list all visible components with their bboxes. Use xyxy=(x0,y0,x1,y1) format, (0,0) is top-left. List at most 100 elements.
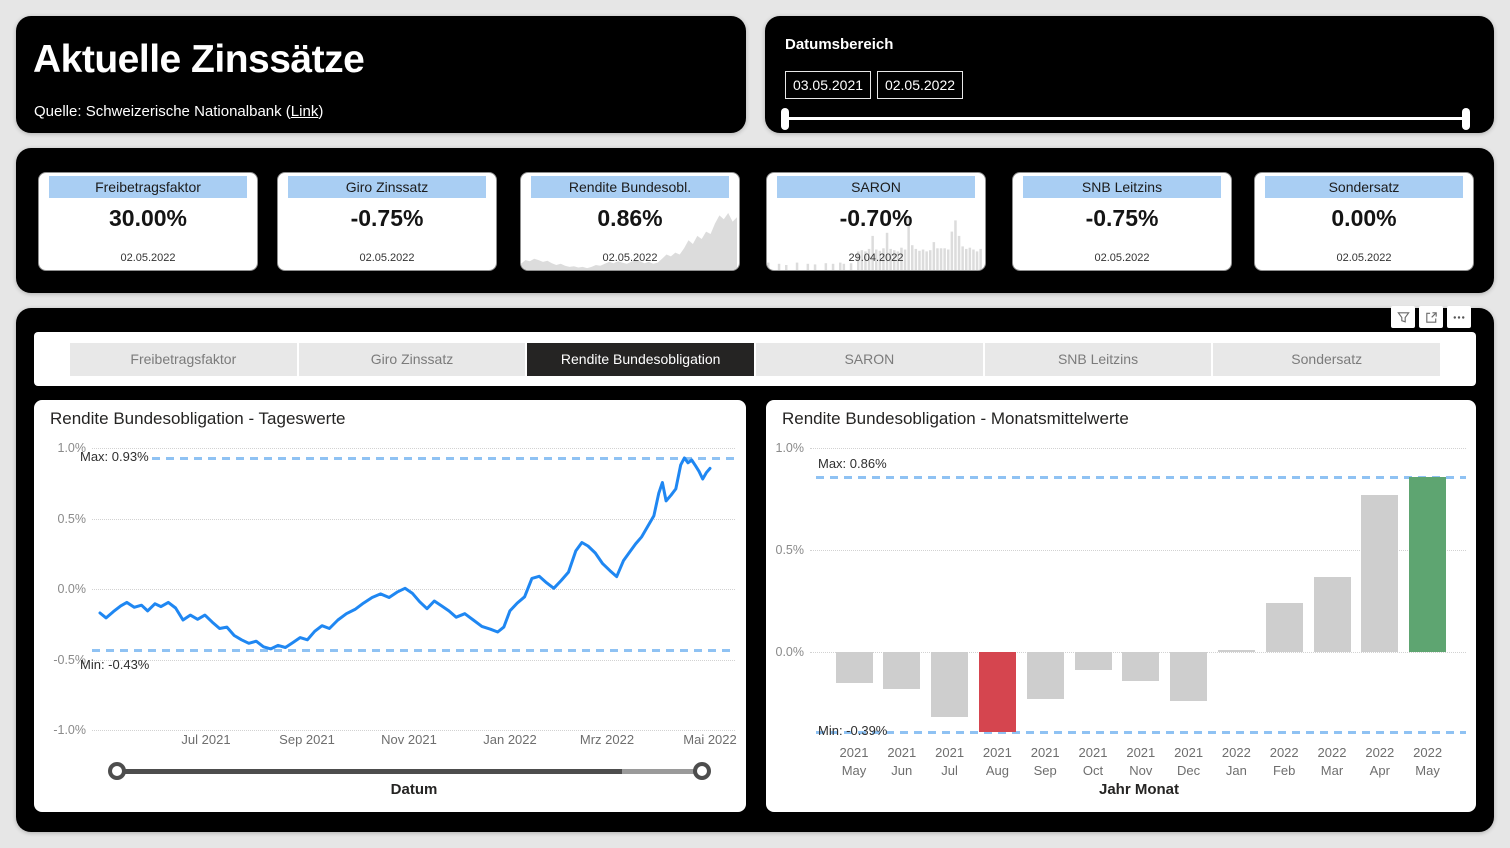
date-slider-right-handle[interactable] xyxy=(1462,108,1470,130)
kpi-title: SARON xyxy=(777,176,975,198)
end-date-input[interactable]: 02.05.2022 xyxy=(877,71,963,99)
kpi-panel: Freibetragsfaktor 30.00% 02.05.2022 Giro… xyxy=(16,148,1494,293)
y-tick-label: 0.0% xyxy=(57,582,87,596)
tab-saron[interactable]: SARON xyxy=(756,342,983,376)
min-label: Min: -0.43% xyxy=(80,656,150,672)
tab-rendite-bundesobligation[interactable]: Rendite Bundesobligation xyxy=(527,342,755,376)
date-slider-left-handle[interactable] xyxy=(781,108,789,130)
slider-track-light[interactable] xyxy=(622,769,702,774)
source-prefix: Quelle: Schweizerische Nationalbank ( xyxy=(34,103,291,120)
title-panel: Aktuelle Zinssätze Quelle: Schweizerisch… xyxy=(16,16,746,133)
x-category-label: 2021 Nov xyxy=(1126,745,1156,778)
bar[interactable] xyxy=(1074,652,1112,671)
slider-track[interactable] xyxy=(116,769,703,774)
kpi-card-sondersatz[interactable]: Sondersatz 0.00% 02.05.2022 xyxy=(1254,172,1474,271)
start-date-input[interactable]: 03.05.2021 xyxy=(785,71,871,99)
bar[interactable] xyxy=(1265,603,1303,652)
gridline xyxy=(810,448,1466,449)
gridline xyxy=(810,550,1466,551)
kpi-value: 0.86% xyxy=(597,205,663,231)
daily-x-axis-title: Datum xyxy=(390,781,438,798)
bar[interactable] xyxy=(1313,576,1351,652)
monthly-plot: 1.0% 0.5% 0.0% Max: 0.86% Min: -0.39% 2021 May… xyxy=(766,400,1476,812)
visual-header xyxy=(1391,306,1471,328)
kpi-date: 29.04.2022 xyxy=(848,252,904,264)
x-category-label: 2022 May xyxy=(1413,745,1443,778)
y-tick-label: 1.0% xyxy=(775,441,805,455)
monthly-x-axis-title: Jahr Monat xyxy=(1098,781,1180,798)
bar[interactable] xyxy=(1170,652,1208,701)
kpi-sparkline-area xyxy=(521,213,737,270)
line-series[interactable] xyxy=(98,456,712,651)
kpi-card-rendite-bundesobl[interactable]: Rendite Bundesobl. 0.86% 02.05.2022 xyxy=(520,172,740,271)
x-category-label: 2022 Jan xyxy=(1221,745,1251,778)
kpi-card-snb-leitzins[interactable]: SNB Leitzins -0.75% 02.05.2022 xyxy=(1012,172,1232,271)
monthly-chart-card: Rendite Bundesobligation - Monatsmittelw… xyxy=(766,400,1476,812)
bar[interactable] xyxy=(1026,652,1064,699)
min-label: Min: -0.39% xyxy=(818,722,888,738)
max-label: Max: 0.93% xyxy=(80,448,149,464)
kpi-date: 02.05.2022 xyxy=(359,252,415,264)
tab-giro-zinssatz[interactable]: Giro Zinssatz xyxy=(298,342,526,376)
tab-freibetragsfaktor[interactable]: Freibetragsfaktor xyxy=(70,342,297,376)
bar[interactable] xyxy=(1122,652,1160,681)
bar[interactable] xyxy=(1361,494,1399,652)
more-options-icon[interactable] xyxy=(1447,306,1471,328)
daily-chart-card: Rendite Bundesobligation - Tageswerte 1.… xyxy=(34,400,746,812)
gridline xyxy=(92,589,735,590)
min-reference-line xyxy=(816,730,1466,734)
slider-right-knob[interactable] xyxy=(693,762,711,780)
kpi-title: Giro Zinssatz xyxy=(288,176,486,198)
max-reference-line xyxy=(816,475,1466,479)
slider-left-knob[interactable] xyxy=(108,762,126,780)
kpi-title: Sondersatz xyxy=(1265,176,1463,198)
bar[interactable] xyxy=(1217,649,1255,652)
kpi-date: 02.05.2022 xyxy=(602,252,658,264)
x-tick-label: Jul 2021 xyxy=(181,732,231,747)
x-category-label: 2022 Mar xyxy=(1317,745,1347,778)
x-category-label: 2022 Feb xyxy=(1269,745,1299,778)
source-link[interactable]: Link xyxy=(290,103,319,120)
date-range-panel: Datumsbereich 03.05.2021 02.05.2022 xyxy=(765,16,1494,133)
daily-x-range-slider[interactable] xyxy=(108,762,711,780)
x-tick-label: Mai 2022 xyxy=(683,732,737,747)
kpi-date: 02.05.2022 xyxy=(120,252,176,264)
daily-plot: 1.0% 0.5% 0.0% -0.5% -1.0% Max: 0.93% Min: -0.… xyxy=(34,400,746,812)
x-category-label: 2021 Aug xyxy=(982,745,1012,778)
filter-icon[interactable] xyxy=(1391,306,1415,328)
min-reference-line xyxy=(92,648,735,652)
tab-snb-leitzins[interactable]: SNB Leitzins xyxy=(984,342,1212,376)
x-tick-label: Sep 2021 xyxy=(279,732,335,747)
x-category-label: 2021 May xyxy=(839,745,869,778)
max-reference-line xyxy=(152,456,735,460)
y-tick-label: -1.0% xyxy=(53,723,86,737)
daily-chart-title: Rendite Bundesobligation - Tageswerte xyxy=(50,409,346,428)
bar[interactable] xyxy=(978,652,1016,732)
bar[interactable] xyxy=(931,652,969,718)
kpi-card-saron[interactable]: SARON -0.70% 29.04.2022 xyxy=(766,172,986,271)
x-category-label: 2022 Apr xyxy=(1365,745,1395,778)
bar[interactable] xyxy=(1409,476,1447,652)
kpi-value: -0.75% xyxy=(350,205,424,231)
bar[interactable] xyxy=(883,652,921,689)
kpi-card-giro-zinssatz[interactable]: Giro Zinssatz -0.75% 02.05.2022 xyxy=(277,172,497,271)
x-tick-label: Jan 2022 xyxy=(483,732,537,747)
x-category-label: 2021 Oct xyxy=(1078,745,1108,778)
kpi-card-freibetragsfaktor[interactable]: Freibetragsfaktor 30.00% 02.05.2022 xyxy=(38,172,258,271)
x-tick-label: Mrz 2022 xyxy=(579,732,635,747)
date-range-slider-track[interactable] xyxy=(783,117,1466,120)
popout-icon[interactable] xyxy=(1419,306,1443,328)
x-category-label: 2021 Sep xyxy=(1030,745,1060,778)
date-range-label: Datumsbereich xyxy=(785,36,894,53)
x-category-label: 2021 Dec xyxy=(1174,745,1204,778)
max-label: Max: 0.86% xyxy=(818,455,887,471)
gridline xyxy=(92,659,735,661)
chart-tabstrip: Freibetragsfaktor Giro Zinssatz Rendite … xyxy=(34,332,1476,386)
y-tick-label: 0.5% xyxy=(57,511,87,526)
kpi-value: -0.75% xyxy=(1085,205,1159,231)
bar[interactable] xyxy=(835,652,873,683)
kpi-title: SNB Leitzins xyxy=(1023,176,1221,198)
tab-sondersatz[interactable]: Sondersatz xyxy=(1213,342,1441,376)
kpi-date: 02.05.2022 xyxy=(1336,252,1392,264)
